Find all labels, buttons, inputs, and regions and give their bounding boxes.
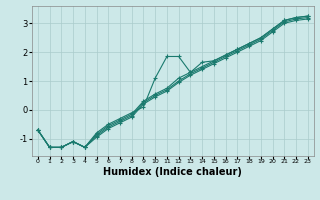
X-axis label: Humidex (Indice chaleur): Humidex (Indice chaleur) — [103, 167, 242, 177]
